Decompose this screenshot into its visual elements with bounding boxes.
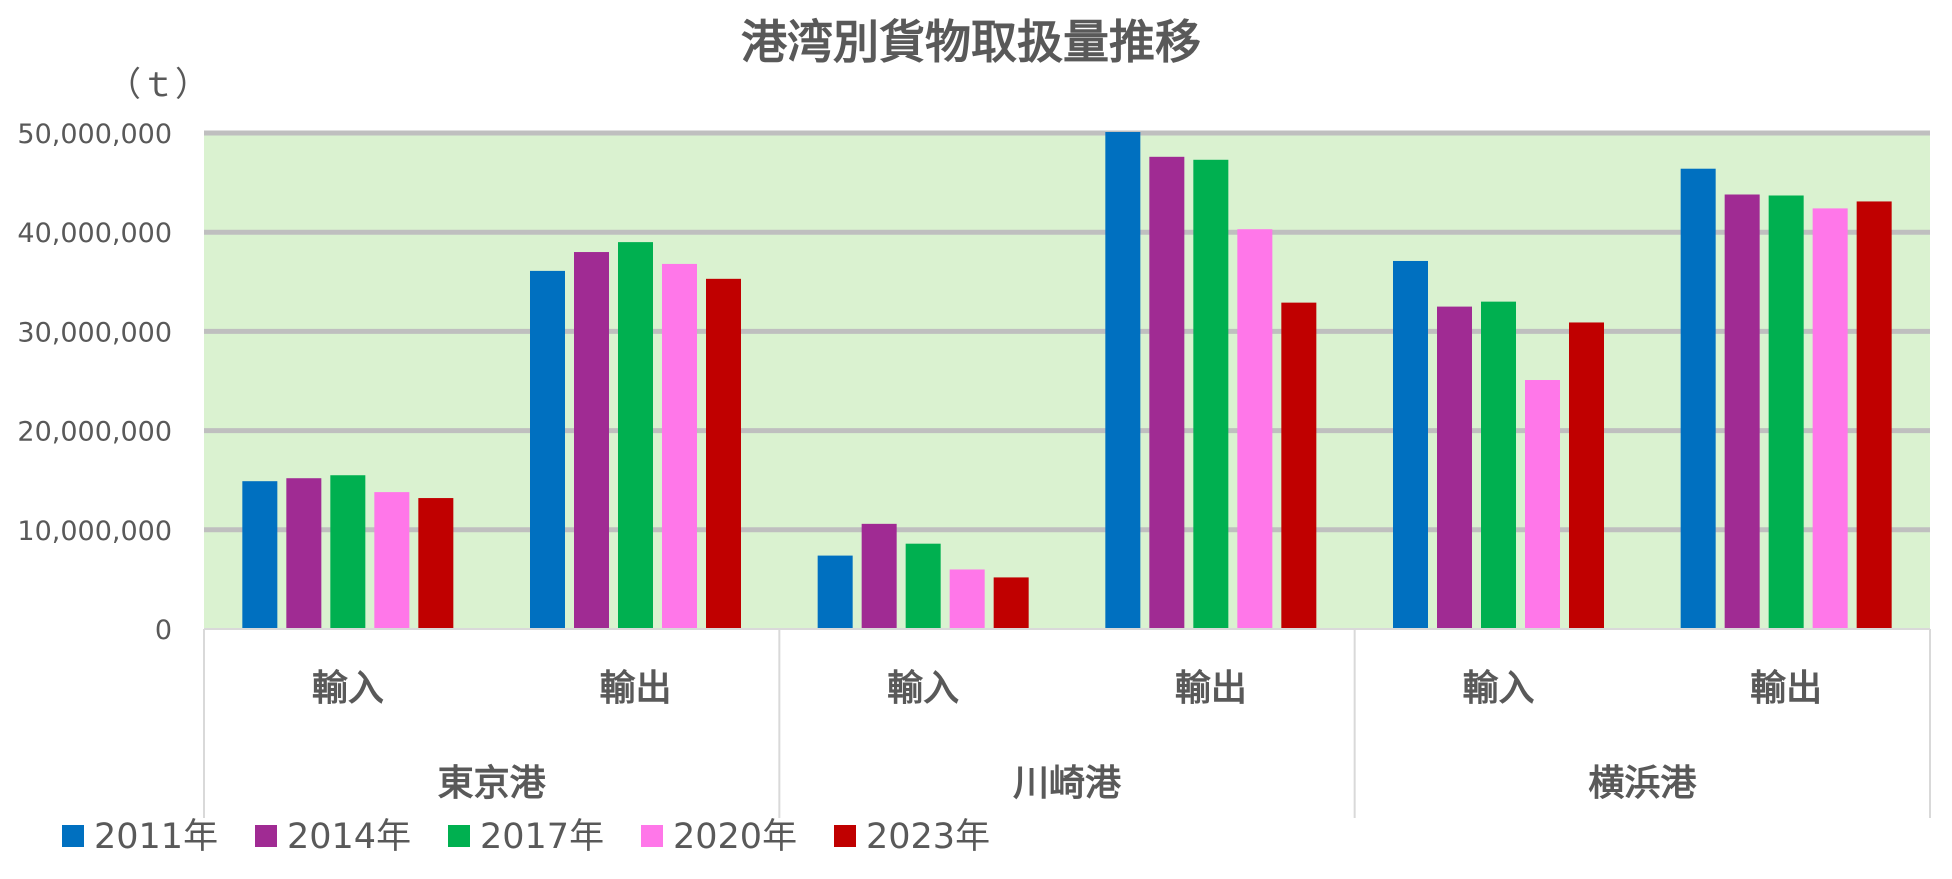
bar (662, 263, 697, 629)
bar (330, 475, 366, 629)
legend-label: 2023年 (866, 817, 990, 857)
bar (706, 278, 741, 629)
bar (1680, 168, 1716, 629)
bar (242, 481, 278, 629)
category-tick-label: 輸出 (1750, 668, 1822, 709)
bar (1768, 195, 1804, 629)
bar (1437, 306, 1472, 629)
legend-label: 2011年 (94, 817, 218, 857)
bar (530, 270, 565, 629)
bar (1237, 229, 1273, 629)
y-tick-label: 50,000,000 (17, 119, 172, 150)
y-tick-label: 40,000,000 (17, 218, 172, 249)
legend-swatch (448, 825, 470, 847)
bar (1149, 156, 1185, 630)
legend-label: 2014年 (287, 817, 411, 857)
bar (418, 498, 454, 629)
bar (1724, 194, 1760, 629)
category-tick-label: 輸入 (1462, 668, 1534, 709)
group-tick-label: 東京港 (438, 762, 547, 804)
bar (374, 492, 410, 629)
category-tick-label: 輸出 (599, 668, 671, 709)
y-tick-label: 10,000,000 (17, 516, 172, 547)
y-tick-label: 30,000,000 (17, 317, 172, 348)
bar (949, 569, 985, 629)
legend-label: 2020年 (673, 817, 797, 857)
bar (1481, 301, 1516, 629)
category-tick-label: 輸入 (887, 668, 959, 709)
bar (1856, 201, 1892, 629)
bar (817, 555, 853, 629)
bar (905, 543, 941, 629)
bar (1193, 159, 1229, 629)
bars (242, 132, 1892, 630)
y-tick-label: 0 (155, 615, 172, 646)
category-tick-label: 輸出 (1175, 668, 1247, 709)
bar (1105, 132, 1141, 629)
bar (574, 252, 609, 630)
category-tick-label: 輸入 (312, 668, 384, 709)
bar (993, 577, 1029, 629)
group-tick-label: 川崎港 (1013, 763, 1122, 804)
group-tick-label: 横浜港 (1588, 763, 1697, 804)
legend: 2011年 2014年 2017年 2020年 2023年 (62, 817, 990, 857)
legend-swatch (834, 825, 856, 847)
legend-swatch (62, 825, 84, 847)
legend-swatch (255, 825, 277, 847)
plot-area-background (204, 133, 1930, 629)
bar (1812, 208, 1848, 629)
legend-swatch (641, 825, 663, 847)
y-tick-label: 20,000,000 (17, 417, 172, 448)
legend-label: 2017年 (480, 817, 604, 857)
bar (618, 242, 653, 629)
y-axis-unit-label: （ｔ） (107, 65, 209, 105)
bar (286, 478, 322, 629)
y-axis-ticks: 0 10,000,000 20,000,000 30,000,000 40,000,00… (17, 119, 172, 646)
bar (1393, 260, 1428, 629)
bar (1525, 380, 1560, 629)
bar (1569, 322, 1604, 629)
bar (861, 523, 897, 629)
bar (1281, 302, 1317, 629)
gridlines (204, 130, 1930, 533)
chart-title: 港湾別貨物取扱量推移 (741, 15, 1201, 69)
